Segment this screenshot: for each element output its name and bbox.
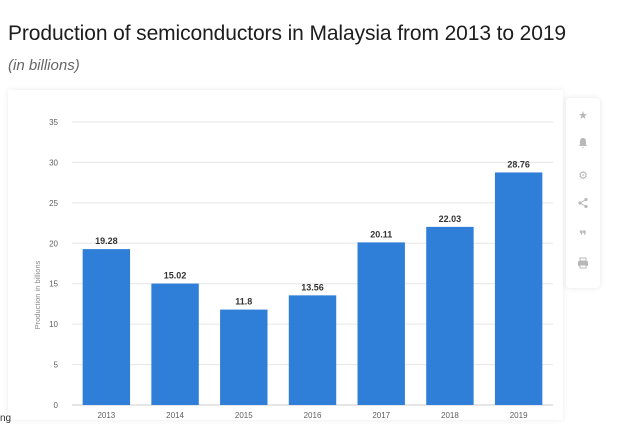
data-label: 15.02: [164, 271, 187, 281]
x-tick-label: 2016: [304, 411, 322, 420]
y-axis-label: Production in billions: [33, 260, 42, 329]
y-tick-label: 35: [49, 118, 58, 127]
gear-icon[interactable]: ⚙: [578, 170, 588, 182]
bar-chart: 0 5 10 15 20 25 30 35 2013 2014 2015 2016 2017 2018 20…: [33, 118, 553, 420]
bars: [82, 172, 543, 405]
x-tick-label: 2019: [510, 411, 528, 420]
chart-subtitle: (in billions): [8, 57, 80, 74]
chart-card: 0 5 10 15 20 25 30 35 2013 2014 2015 2016 2017 2018 20…: [8, 90, 563, 420]
data-label: 11.8: [235, 297, 252, 307]
bar: [220, 309, 268, 405]
bar: [82, 249, 131, 405]
y-tick-label: 10: [49, 320, 58, 329]
chart-title: Production of semiconductors in Malaysia…: [8, 22, 567, 45]
x-tick-label: 2013: [97, 411, 115, 420]
cropped-edge-text: ng: [0, 413, 12, 424]
x-tick-label: 2015: [235, 411, 253, 420]
x-tick-label: 2014: [166, 411, 184, 420]
bar: [288, 295, 337, 405]
chart-toolbar: ★ ⚙ ❞: [566, 98, 600, 288]
data-label: 20.11: [370, 229, 392, 239]
bar: [357, 242, 405, 405]
data-label: 19.28: [95, 236, 118, 246]
star-icon[interactable]: ★: [578, 110, 588, 122]
quote-icon[interactable]: ❞: [579, 228, 587, 243]
x-tick-label: 2017: [372, 411, 390, 420]
y-tick-label: 5: [54, 361, 59, 370]
share-icon[interactable]: [573, 196, 593, 216]
bell-icon[interactable]: [573, 136, 593, 156]
y-tick-label: 15: [49, 280, 58, 289]
print-icon[interactable]: [573, 256, 593, 276]
y-tick-label: 0: [54, 401, 59, 410]
bar: [151, 283, 199, 405]
y-tick-label: 25: [49, 199, 58, 208]
data-labels: 19.28 15.02 11.8 13.56 20.11 22.03 28.76: [95, 159, 530, 306]
bar: [494, 172, 543, 405]
y-tick-label: 30: [49, 158, 58, 167]
data-label: 28.76: [507, 159, 530, 169]
axis-ticks: 0 5 10 15 20 25 30 35 2013 2014 2015 2016 2017 2018 20…: [49, 118, 528, 420]
data-label: 13.56: [301, 282, 324, 292]
bar: [426, 226, 474, 405]
y-tick-label: 20: [49, 239, 58, 248]
data-label: 22.03: [439, 214, 462, 224]
x-tick-label: 2018: [441, 411, 459, 420]
